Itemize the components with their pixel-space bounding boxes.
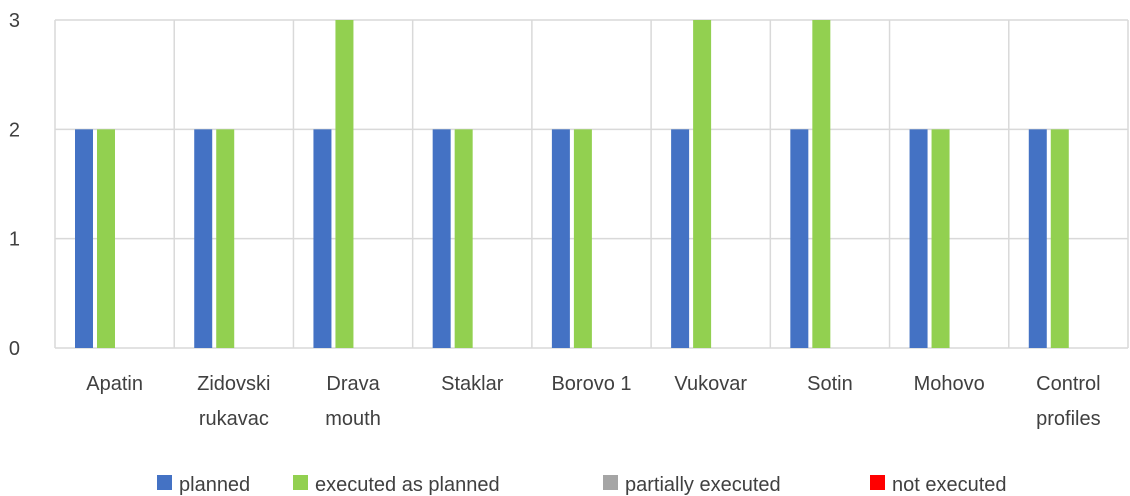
bar-planned-3 <box>432 129 451 348</box>
category-label: Sotin <box>807 373 853 395</box>
bar-planned-1 <box>194 129 213 348</box>
legend-label: executed as planned <box>315 474 500 496</box>
category-label: Control <box>1036 373 1100 395</box>
category-label: Zidovski <box>197 373 270 395</box>
legend-swatch <box>870 475 885 490</box>
legend: planned executed as planned partially exec… <box>157 474 1007 496</box>
bar-planned-7 <box>909 129 928 348</box>
category-label: Mohovo <box>914 373 985 395</box>
bar-planned-4 <box>551 129 570 348</box>
bar-executed-as-planned-4 <box>573 129 592 348</box>
bar-planned-6 <box>790 129 809 348</box>
bar-planned-0 <box>75 129 93 348</box>
x-axis-labels: Apatin Zidovski rukavac Drava mouth Staklar Bo… <box>86 373 1100 430</box>
bar-executed-as-planned-0 <box>97 129 115 348</box>
legend-swatch <box>293 475 308 490</box>
bar-executed-as-planned-5 <box>693 20 712 348</box>
y-tick-label: 2 <box>9 119 20 141</box>
category-label: Vukovar <box>674 373 747 395</box>
bar-executed-as-planned-2 <box>335 20 354 348</box>
bar-executed-as-planned-8 <box>1050 129 1069 348</box>
bar-executed-as-planned-1 <box>216 129 235 348</box>
bars <box>75 20 1069 348</box>
bar-executed-as-planned-3 <box>454 129 473 348</box>
y-tick-label: 0 <box>9 338 20 360</box>
bar-planned-2 <box>313 129 332 348</box>
category-label: Borovo 1 <box>551 373 631 395</box>
y-tick-label: 1 <box>9 229 20 251</box>
category-label: rukavac <box>199 408 269 430</box>
legend-label: not executed <box>892 474 1007 496</box>
y-axis-ticks: 0 1 2 3 <box>9 10 20 360</box>
bar-planned-8 <box>1028 129 1047 348</box>
legend-swatch <box>603 475 618 490</box>
category-label: profiles <box>1036 408 1100 430</box>
y-tick-label: 3 <box>9 10 20 32</box>
category-label: Staklar <box>441 373 504 395</box>
category-label: Apatin <box>86 373 143 395</box>
legend-swatch <box>157 475 172 490</box>
bar-executed-as-planned-6 <box>812 20 831 348</box>
category-label: Drava <box>326 373 380 395</box>
category-label: mouth <box>325 408 381 430</box>
legend-label: planned <box>179 474 250 496</box>
bar-planned-5 <box>671 129 690 348</box>
legend-label: partially executed <box>625 474 781 496</box>
bar-executed-as-planned-7 <box>931 129 950 348</box>
